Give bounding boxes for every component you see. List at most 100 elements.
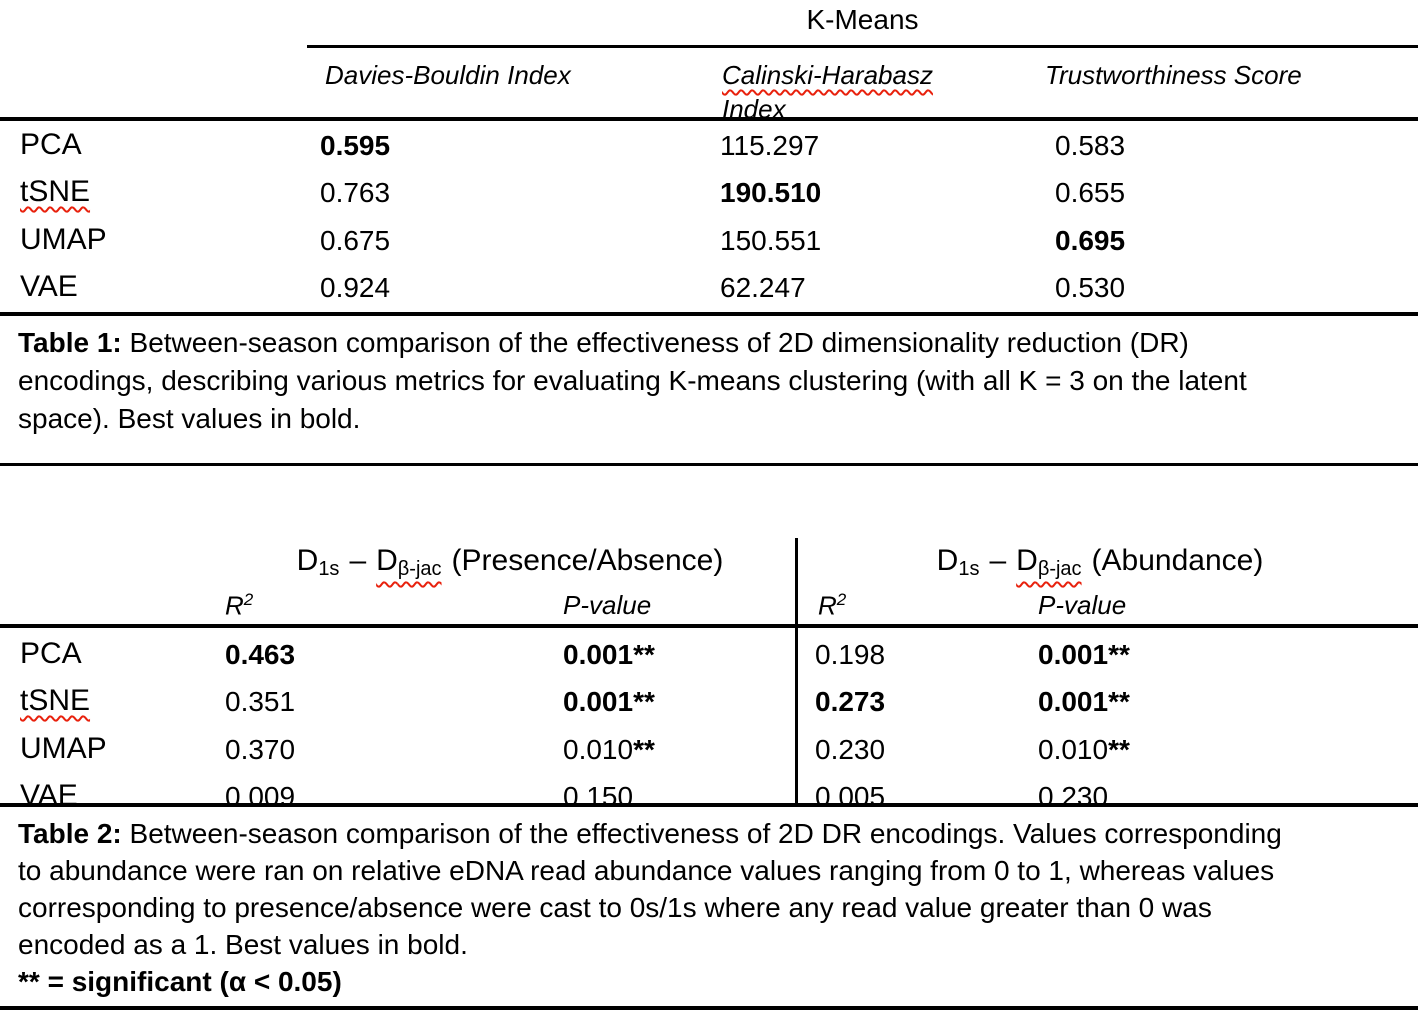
d1s-term: D1s bbox=[936, 544, 980, 580]
d1s-term: D1s bbox=[296, 544, 340, 580]
pvalue-number: 0.001 bbox=[1038, 686, 1109, 717]
significance-stars: ** bbox=[633, 734, 655, 765]
significance-note: ** = significant (α < 0.05) bbox=[18, 966, 342, 997]
cell-ab-pvalue: 0.230 bbox=[1038, 781, 1108, 813]
minus-dash: – bbox=[989, 544, 1007, 577]
r2-superscript: 2 bbox=[243, 590, 254, 609]
cell-ab-r2: 0.273 bbox=[815, 686, 886, 717]
pvalue-number: 0.230 bbox=[1038, 781, 1109, 812]
significance-stars: ** bbox=[1108, 734, 1130, 765]
cell-ab-pvalue: 0.001** bbox=[1038, 639, 1130, 671]
cell-pa-pvalue: 0.001** bbox=[563, 686, 655, 718]
table2-header-presence-absence: D1s – Dβ-jac (Presence/Absence) bbox=[180, 544, 840, 581]
abundance-suffix: (Abundance) bbox=[1091, 544, 1264, 577]
table1-col-header-davies-bouldin: Davies-Bouldin Index bbox=[325, 60, 571, 90]
table1-spanner-rule bbox=[307, 45, 1418, 48]
cell-calinski-harabasz: 190.510 bbox=[720, 177, 822, 208]
pvalue-number: 0.001 bbox=[563, 686, 634, 717]
r2-superscript: 2 bbox=[836, 590, 847, 609]
cell-calinski-harabasz: 62.247 bbox=[720, 272, 806, 303]
d1s-subscript: 1s bbox=[318, 558, 340, 580]
cell-calinski-harabasz: 115.297 bbox=[720, 130, 820, 161]
d-symbol: D bbox=[936, 544, 959, 577]
cell-trustworthiness: 0.583 bbox=[1055, 130, 1126, 161]
cell-davies-bouldin: 0.675 bbox=[320, 225, 391, 256]
cell-pa-pvalue: 0.010** bbox=[563, 734, 655, 766]
table1-col-header-calinski-harabasz: Calinski-Harabasz Index bbox=[722, 58, 933, 126]
dbjac-subscript: β-jac bbox=[397, 558, 442, 580]
table1-title: K-Means bbox=[806, 4, 919, 35]
minus-dash: – bbox=[349, 544, 367, 577]
cell-pa-r2: 0.351 bbox=[225, 686, 296, 717]
presence-absence-suffix: (Presence/Absence) bbox=[451, 544, 724, 577]
table2-caption: Table 2: Between-season comparison of th… bbox=[18, 815, 1282, 1000]
cell-davies-bouldin: 0.924 bbox=[320, 272, 391, 303]
cell-ab-r2: 0.198 bbox=[815, 639, 886, 670]
section-separator-rule bbox=[0, 463, 1418, 466]
cell-trustworthiness: 0.695 bbox=[1055, 225, 1126, 256]
subheader-pvalue-ab: P-value bbox=[1038, 590, 1127, 620]
cell-trustworthiness: 0.530 bbox=[1055, 272, 1126, 303]
d1s-subscript: 1s bbox=[958, 558, 980, 580]
dbjac-term-misspelled: Dβ-jac bbox=[376, 544, 442, 580]
caption-line: space). Best values in bold. bbox=[18, 403, 361, 434]
table1-col-header-trustworthiness: Trustworthiness Score bbox=[1045, 60, 1302, 90]
pvalue-number: 0.010 bbox=[563, 734, 634, 765]
table1-header-rule bbox=[0, 117, 1418, 121]
cell-pa-pvalue: 0.001** bbox=[563, 639, 655, 671]
significance-stars: ** bbox=[1108, 639, 1130, 670]
calinski-harabasz-misspelled-word: Calinski-Harabasz bbox=[722, 60, 933, 90]
caption-line: encodings, describing various metrics fo… bbox=[18, 365, 1247, 396]
caption-line: Table 1: Between-season comparison of th… bbox=[18, 324, 1247, 362]
subheader-r2-ab: R2 bbox=[818, 590, 846, 622]
row-label-tsne: tSNE bbox=[20, 684, 91, 717]
table2-header-rule bbox=[0, 624, 1418, 628]
pvalue-number: 0.001 bbox=[563, 639, 634, 670]
cell-pa-pvalue: 0.150 bbox=[563, 781, 633, 813]
row-label-vae: VAE bbox=[20, 779, 78, 812]
caption-line: corresponding to presence/absence were c… bbox=[18, 892, 1212, 923]
significance-stars: ** bbox=[633, 686, 655, 717]
row-label-vae: VAE bbox=[20, 270, 78, 303]
d-symbol: D bbox=[1016, 544, 1038, 577]
pvalue-number: 0.001 bbox=[1038, 639, 1109, 670]
caption-text: Between-season comparison of the effecti… bbox=[121, 818, 1282, 849]
row-label-umap: UMAP bbox=[20, 223, 107, 256]
d-symbol: D bbox=[296, 544, 319, 577]
cell-ab-r2: 0.005 bbox=[815, 781, 886, 812]
row-label-pca: PCA bbox=[20, 637, 82, 670]
table1-bottom-rule bbox=[0, 312, 1418, 316]
table2-bottom-rule bbox=[0, 803, 1418, 807]
table1-caption: Table 1: Between-season comparison of th… bbox=[18, 324, 1247, 438]
row-label-pca: PCA bbox=[20, 128, 82, 161]
cell-ab-r2: 0.230 bbox=[815, 734, 886, 765]
r-symbol: R bbox=[225, 590, 244, 621]
table2-header-abundance: D1s – Dβ-jac (Abundance) bbox=[800, 544, 1400, 581]
caption-text: Between-season comparison of the effecti… bbox=[121, 327, 1189, 358]
significance-stars: ** bbox=[1108, 686, 1130, 717]
dbjac-term-misspelled: Dβ-jac bbox=[1016, 544, 1082, 580]
r-symbol: R bbox=[818, 590, 837, 621]
d-symbol: D bbox=[376, 544, 398, 577]
cell-trustworthiness: 0.655 bbox=[1055, 177, 1126, 208]
table1-caption-label: Table 1: bbox=[18, 327, 122, 358]
row-label-tsne: tSNE bbox=[20, 175, 91, 208]
significance-stars: ** bbox=[633, 639, 655, 670]
cell-pa-r2: 0.370 bbox=[225, 734, 296, 765]
dbjac-subscript: β-jac bbox=[1037, 558, 1082, 580]
cell-calinski-harabasz: 150.551 bbox=[720, 225, 822, 256]
cell-pa-r2: 0.463 bbox=[225, 639, 296, 670]
pvalue-number: 0.010 bbox=[1038, 734, 1109, 765]
caption-line: encoded as a 1. Best values in bold. bbox=[18, 929, 468, 960]
cell-ab-pvalue: 0.010** bbox=[1038, 734, 1130, 766]
cell-ab-pvalue: 0.001** bbox=[1038, 686, 1130, 718]
cell-davies-bouldin: 0.595 bbox=[320, 130, 391, 161]
subheader-pvalue-pa: P-value bbox=[563, 590, 652, 620]
row-label-umap: UMAP bbox=[20, 732, 107, 765]
caption-line: to abundance were ran on relative eDNA r… bbox=[18, 855, 1275, 886]
cell-pa-r2: 0.009 bbox=[225, 781, 296, 812]
table2-vertical-divider bbox=[795, 538, 798, 804]
cell-davies-bouldin: 0.763 bbox=[320, 177, 391, 208]
pvalue-number: 0.150 bbox=[563, 781, 634, 812]
